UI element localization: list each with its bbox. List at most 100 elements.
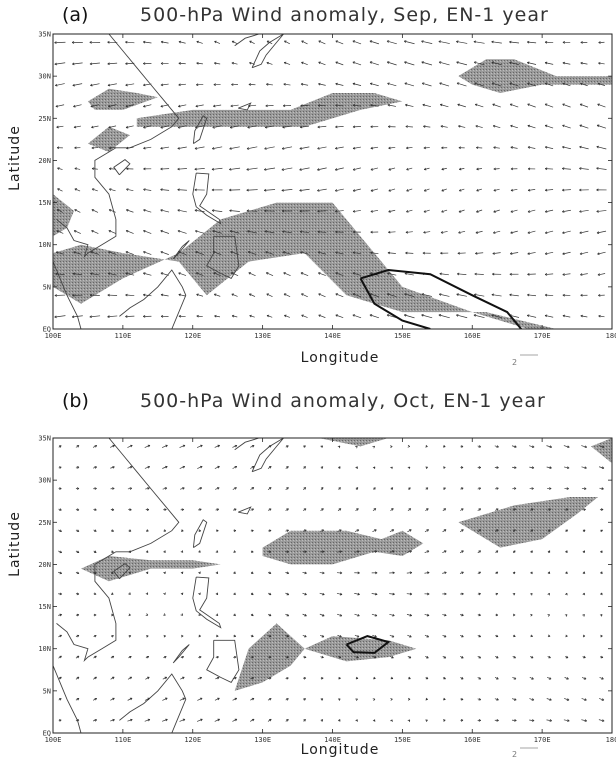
shaded-region [53, 202, 557, 329]
wind-vector [108, 209, 116, 213]
wind-vector [319, 550, 325, 554]
wind-vector [267, 445, 272, 448]
wind-vector [212, 146, 223, 150]
wind-vector [477, 697, 482, 701]
wind-vector [108, 251, 117, 255]
wind-vector [145, 655, 150, 659]
wind-vector [421, 61, 433, 66]
wind-vector [299, 125, 309, 129]
wind-vector [337, 698, 341, 701]
wind-vector [75, 719, 80, 722]
wind-vector [562, 82, 571, 87]
wind-vector [215, 655, 219, 659]
wind-vector [336, 592, 343, 596]
wind-vector [443, 719, 446, 722]
wind-vector [285, 698, 289, 701]
wind-vector [111, 592, 114, 595]
y-axis-label: Latitude [7, 125, 23, 191]
wind-vector [372, 466, 376, 470]
wind-vector [143, 40, 152, 44]
wind-vector [423, 125, 431, 128]
wind-vector [319, 571, 325, 575]
wind-vector [337, 445, 341, 449]
wind-vector [546, 466, 552, 469]
wind-vector [56, 230, 64, 234]
wind-vector [196, 83, 204, 87]
wind-vector [458, 209, 465, 213]
wind-vector [596, 145, 607, 150]
lon-tick-label: 150E [394, 332, 411, 340]
wind-vector [179, 444, 186, 448]
wind-vector [110, 676, 115, 680]
coastline [206, 639, 240, 683]
wind-vector [302, 613, 307, 617]
wind-vector [127, 444, 133, 448]
wind-vector [600, 529, 603, 533]
wind-vector [408, 676, 411, 680]
wind-vector [233, 592, 236, 596]
wind-vector [477, 634, 481, 638]
wind-vector [443, 697, 446, 701]
wind-vector [597, 273, 606, 276]
wind-vector [336, 571, 343, 575]
lat-tick-label: 15N [38, 199, 51, 207]
wind-vector [473, 61, 485, 66]
wind-vector [229, 209, 240, 213]
wind-vector [476, 167, 482, 171]
wind-vector [460, 655, 464, 659]
wind-vector [527, 82, 536, 87]
wind-vector [405, 103, 414, 107]
wind-vector [547, 677, 552, 680]
wind-vector [264, 125, 275, 129]
wind-vector [143, 315, 152, 318]
panel-b: (b) 500-hPa Wind anomaly, Oct, EN-1 year… [0, 386, 616, 772]
wind-vector [145, 508, 150, 512]
wind-vector [370, 230, 379, 234]
wind-vector [406, 167, 413, 171]
wind-vector [232, 676, 237, 680]
x-axis-label: Longitude [300, 742, 380, 758]
wind-vector [388, 188, 396, 192]
wind-vector [598, 294, 605, 297]
wind-vector [143, 188, 152, 191]
wind-vector [582, 614, 585, 617]
wind-vector [180, 676, 185, 680]
wind-vector [388, 209, 396, 213]
wind-vector [371, 592, 378, 596]
lon-tick-label: 100E [45, 736, 62, 744]
wind-vector [177, 146, 187, 150]
wind-vector [177, 209, 187, 213]
lon-tick-label: 180 [606, 332, 616, 340]
coastline [192, 115, 208, 144]
wind-vector [580, 41, 588, 44]
wind-vector [125, 40, 135, 44]
wind-vector [562, 293, 571, 297]
wind-vector [424, 571, 430, 575]
wind-vector [160, 125, 169, 129]
wind-vector [317, 251, 327, 255]
wind-vector [389, 613, 395, 617]
wind-vector [177, 229, 187, 234]
wind-vector [229, 167, 241, 171]
coastline [251, 34, 284, 69]
wind-vector [354, 592, 360, 596]
wind-vector [55, 272, 65, 276]
wind-vector [389, 634, 395, 638]
wind-vector [90, 272, 100, 276]
wind-vector [527, 146, 536, 149]
wind-vector [354, 634, 360, 638]
wind-vector [564, 614, 568, 617]
wind-vector [163, 613, 166, 616]
wind-vector [511, 719, 517, 722]
wind-vector [92, 445, 98, 448]
wind-vector [107, 315, 118, 318]
wind-vector [160, 250, 169, 255]
wind-vector [352, 188, 361, 192]
wind-vector [512, 698, 517, 701]
wind-vector [194, 167, 205, 171]
wind-vector [160, 62, 169, 65]
lon-tick-label: 120E [184, 736, 201, 744]
wind-vector [196, 314, 203, 318]
wind-vector [214, 697, 220, 701]
wind-vector [459, 634, 464, 638]
